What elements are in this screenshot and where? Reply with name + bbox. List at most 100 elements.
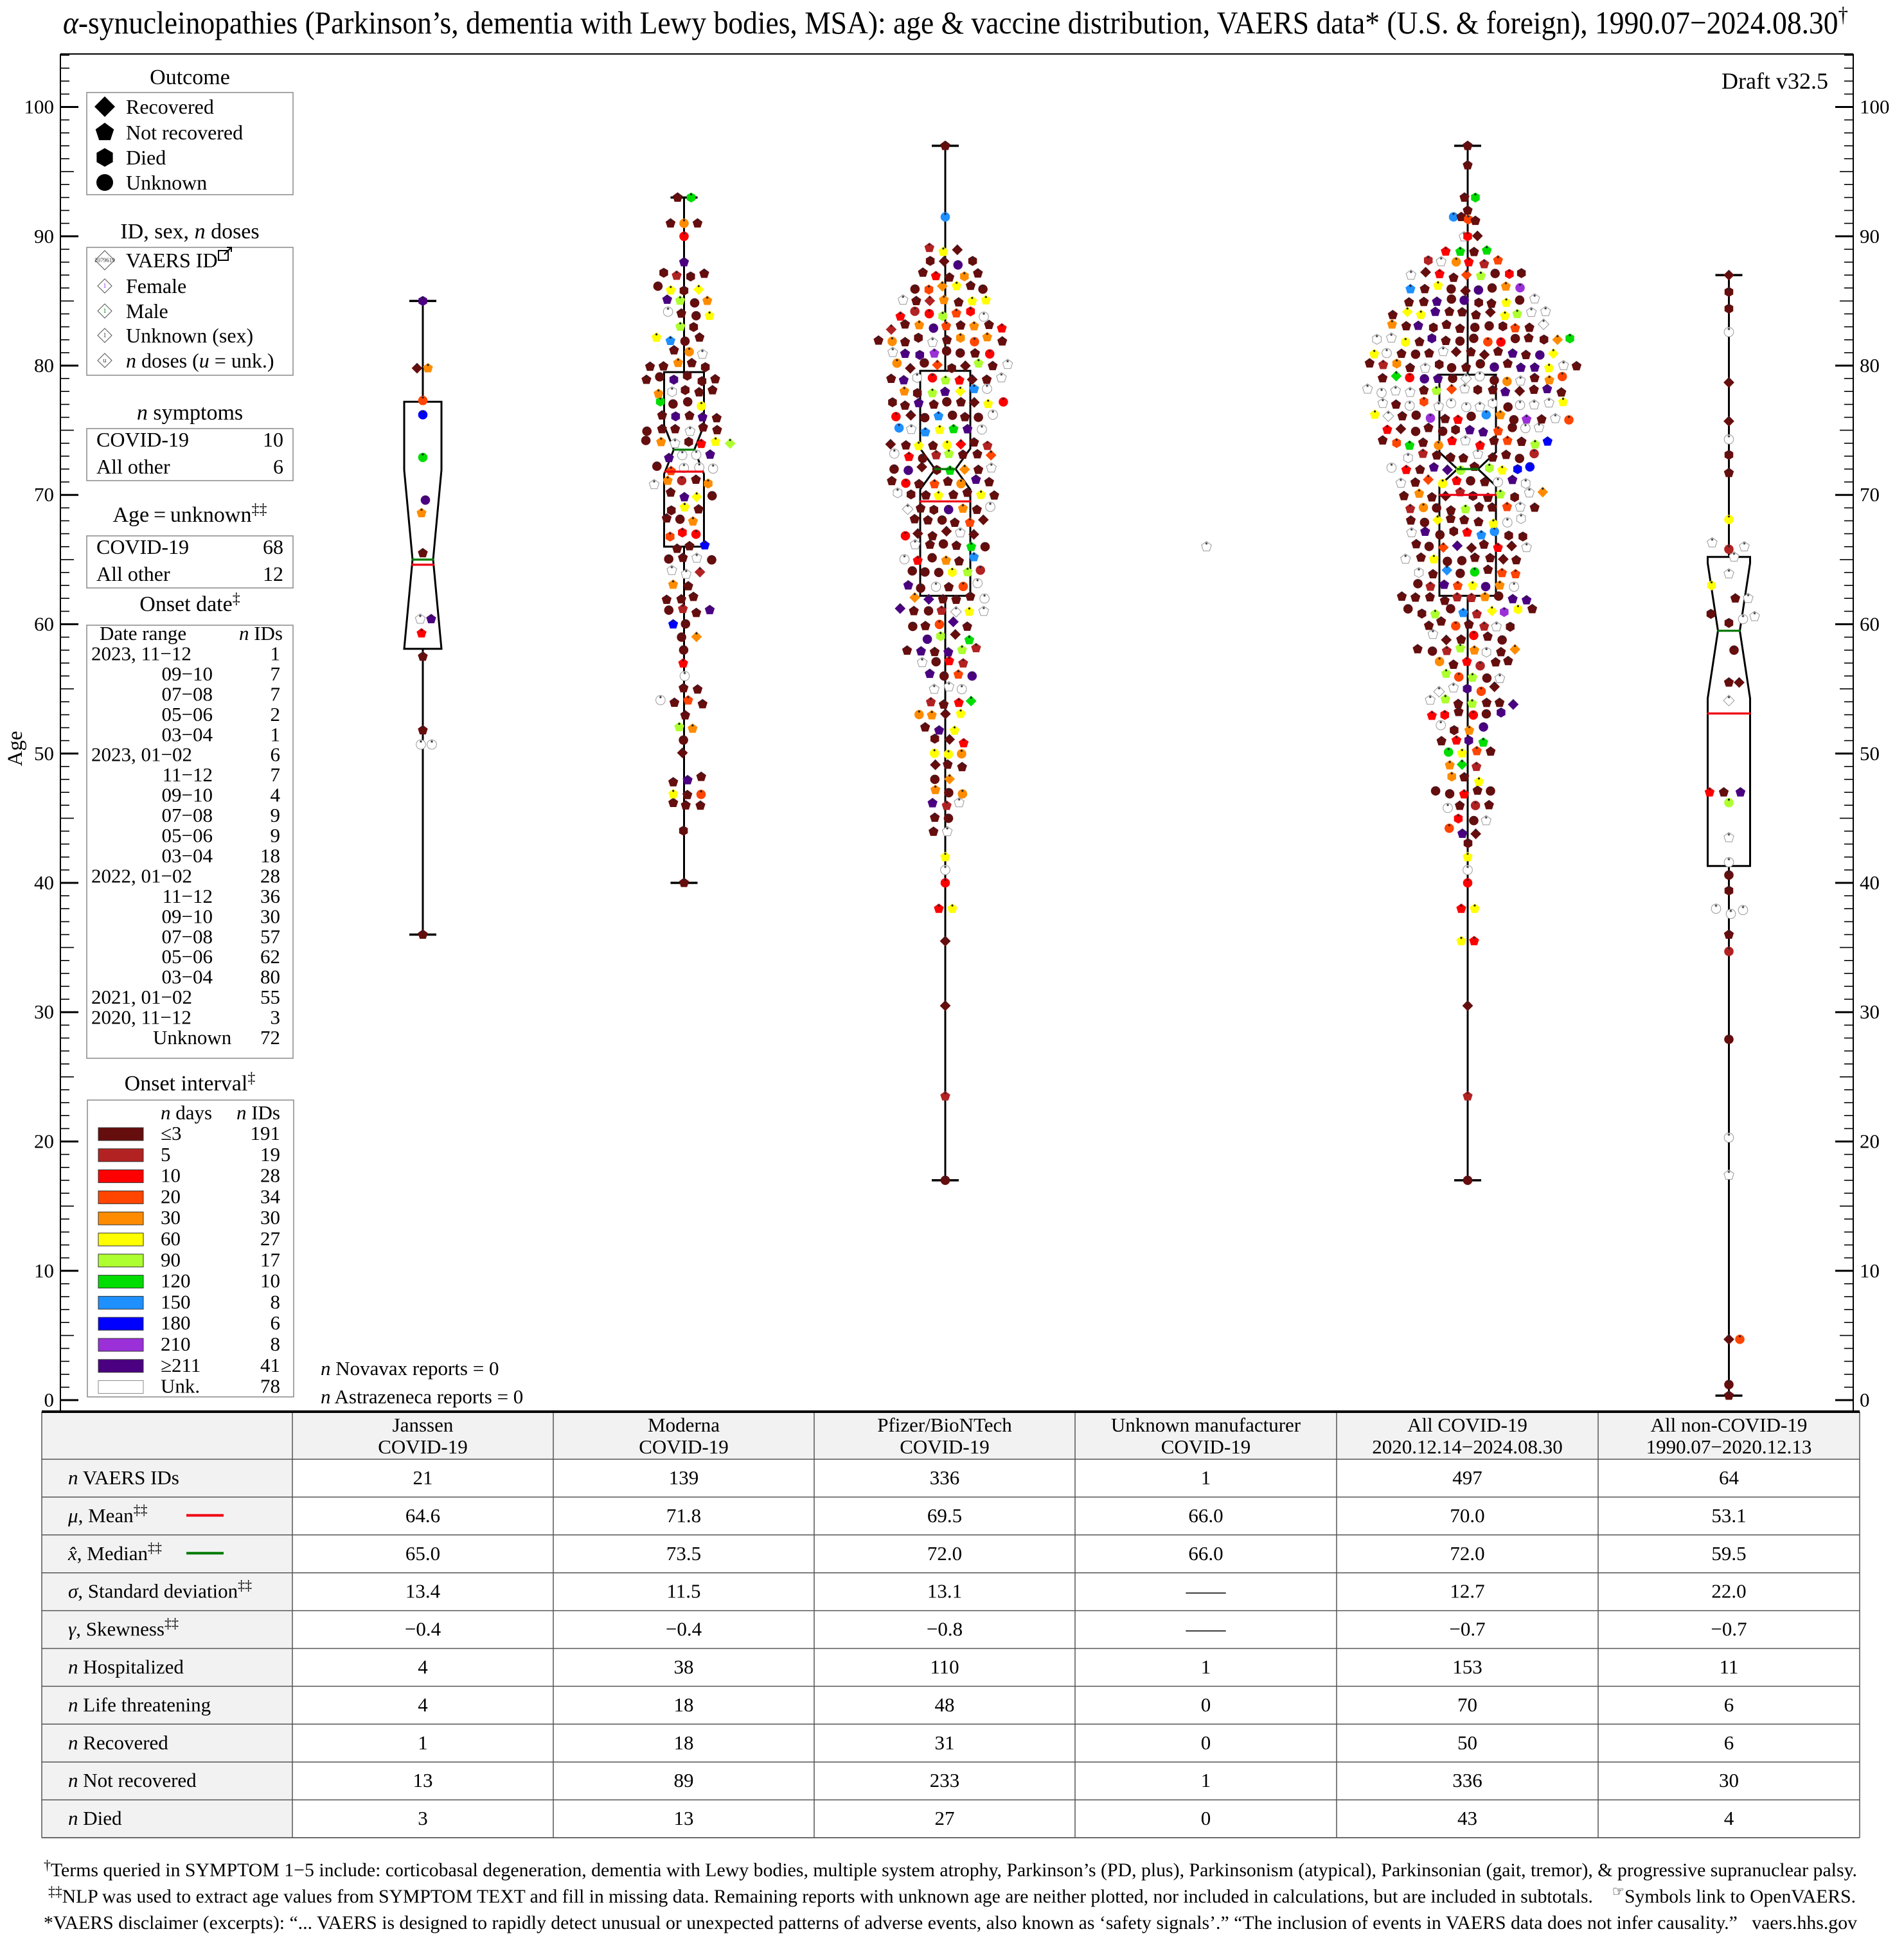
svg-text:78: 78 (260, 1375, 280, 1398)
svg-text:41: 41 (260, 1354, 280, 1376)
svg-text:8: 8 (271, 1333, 281, 1355)
svg-text:72.0: 72.0 (1450, 1542, 1484, 1565)
svg-text:Outcome: Outcome (150, 66, 230, 89)
svg-text:Date range: Date range (100, 622, 186, 644)
svg-text:66.0: 66.0 (1188, 1542, 1223, 1565)
svg-text:90: 90 (161, 1248, 181, 1271)
svg-text:COVID-19: COVID-19 (378, 1435, 468, 1458)
svg-text:1: 1 (1201, 1769, 1211, 1791)
svg-text:80: 80 (1860, 354, 1880, 377)
svg-text:4: 4 (271, 784, 281, 806)
svg-text:12: 12 (263, 562, 283, 585)
svg-text:64.6: 64.6 (405, 1504, 440, 1527)
svg-text:ID, sex, n doses: ID, sex, n doses (120, 220, 259, 244)
svg-text:05−06: 05−06 (162, 703, 213, 725)
svg-text:110: 110 (930, 1656, 959, 1678)
svg-text:n Recovered: n Recovered (68, 1731, 168, 1754)
svg-text:Female: Female (126, 274, 186, 298)
svg-text:180: 180 (161, 1311, 191, 1334)
svg-text:70: 70 (34, 483, 54, 506)
svg-text:*VAERS disclaimer (excerpts):: *VAERS disclaimer (excerpts): “... VAERS… (44, 1912, 1857, 1933)
svg-text:9: 9 (271, 824, 281, 847)
svg-text:70: 70 (1860, 483, 1880, 506)
svg-text:n IDs: n IDs (236, 1101, 280, 1124)
svg-text:Unk.: Unk. (161, 1375, 200, 1398)
svg-text:69.5: 69.5 (927, 1504, 962, 1527)
svg-text:31: 31 (935, 1731, 955, 1754)
svg-text:n doses (u = unk.): n doses (u = unk.) (126, 349, 274, 372)
svg-text:n Life threatening: n Life threatening (68, 1693, 211, 1716)
svg-text:18: 18 (260, 844, 280, 867)
svg-text:2021, 01−02: 2021, 01−02 (91, 986, 192, 1008)
svg-text:All COVID-19: All COVID-19 (1407, 1414, 1527, 1436)
svg-text:VAERS ID: VAERS ID (126, 249, 218, 272)
svg-text:1: 1 (103, 283, 107, 290)
svg-text:71.8: 71.8 (666, 1504, 701, 1527)
svg-text:28: 28 (260, 1164, 280, 1187)
svg-text:n symptoms: n symptoms (137, 401, 243, 425)
svg-text:10: 10 (161, 1164, 181, 1187)
svg-text:60: 60 (34, 613, 54, 635)
svg-text:38: 38 (674, 1656, 694, 1678)
svg-text:72: 72 (260, 1026, 280, 1049)
svg-text:100: 100 (24, 96, 55, 118)
svg-text:x̂, Median‡‡: x̂, Median‡‡ (67, 1540, 162, 1565)
svg-text:30: 30 (34, 1000, 54, 1023)
svg-text:18: 18 (674, 1731, 694, 1754)
svg-text:89: 89 (674, 1769, 694, 1791)
svg-text:Moderna: Moderna (648, 1414, 720, 1436)
svg-text:2023, 01−02: 2023, 01−02 (91, 743, 192, 766)
svg-text:All non-COVID-19: All non-COVID-19 (1651, 1414, 1808, 1436)
svg-text:n IDs: n IDs (239, 622, 283, 644)
svg-text:139: 139 (669, 1466, 699, 1489)
svg-text:100: 100 (1860, 96, 1890, 118)
svg-text:65.0: 65.0 (405, 1542, 440, 1565)
svg-text:4: 4 (418, 1656, 428, 1678)
svg-text:03−04: 03−04 (162, 723, 213, 745)
svg-text:17: 17 (260, 1248, 280, 1271)
svg-text:2079619: 2079619 (94, 257, 115, 263)
svg-text:‡‡NLP was used to extract age: ‡‡NLP was used to extract age values fro… (48, 1883, 1856, 1907)
svg-text:05−06: 05−06 (162, 945, 213, 968)
svg-text:43: 43 (1457, 1807, 1477, 1829)
svg-text:13: 13 (413, 1769, 433, 1791)
svg-text:3: 3 (418, 1807, 428, 1829)
svg-text:1: 1 (1201, 1466, 1211, 1489)
svg-text:30: 30 (260, 905, 280, 927)
svg-text:1: 1 (103, 332, 107, 339)
svg-text:σ, Standard deviation‡‡: σ, Standard deviation‡‡ (68, 1577, 252, 1603)
svg-text:18: 18 (674, 1693, 694, 1716)
svg-text:48: 48 (935, 1693, 955, 1716)
svg-text:6: 6 (1724, 1693, 1734, 1716)
svg-text:03−04: 03−04 (162, 844, 213, 867)
svg-text:191: 191 (251, 1122, 281, 1144)
svg-text:n VAERS IDs: n VAERS IDs (68, 1466, 179, 1489)
svg-text:90: 90 (34, 225, 54, 247)
svg-text:11.5: 11.5 (666, 1580, 700, 1603)
svg-text:Age = unknown‡‡: Age = unknown‡‡ (113, 501, 267, 527)
svg-text:21: 21 (413, 1466, 433, 1489)
svg-text:Draft v32.5: Draft v32.5 (1722, 68, 1828, 94)
svg-text:1: 1 (271, 643, 281, 665)
svg-text:03−04: 03−04 (162, 966, 213, 988)
svg-text:10: 10 (260, 1270, 280, 1292)
svg-text:——: —— (1186, 1580, 1227, 1603)
svg-text:11−12: 11−12 (163, 885, 213, 907)
svg-text:1: 1 (271, 723, 281, 745)
svg-text:20: 20 (34, 1130, 54, 1153)
svg-text:0: 0 (44, 1389, 55, 1411)
svg-text:13.1: 13.1 (927, 1580, 962, 1603)
svg-text:07−08: 07−08 (162, 682, 213, 705)
svg-text:Recovered: Recovered (126, 95, 214, 118)
svg-text:10: 10 (34, 1259, 54, 1282)
svg-text:COVID-19: COVID-19 (900, 1435, 990, 1458)
svg-text:n Novavax reports = 0: n Novavax reports = 0 (321, 1357, 499, 1380)
svg-text:22.0: 22.0 (1711, 1580, 1746, 1603)
svg-text:−0.4: −0.4 (405, 1618, 441, 1640)
svg-text:09−10: 09−10 (162, 784, 213, 806)
svg-text:α-synucleinopathies (Parkinson: α-synucleinopathies (Parkinson’s, dement… (63, 3, 1848, 40)
svg-text:n Died: n Died (68, 1807, 122, 1829)
svg-text:Janssen: Janssen (393, 1414, 454, 1436)
svg-text:7: 7 (271, 763, 281, 786)
svg-text:28: 28 (260, 864, 280, 887)
